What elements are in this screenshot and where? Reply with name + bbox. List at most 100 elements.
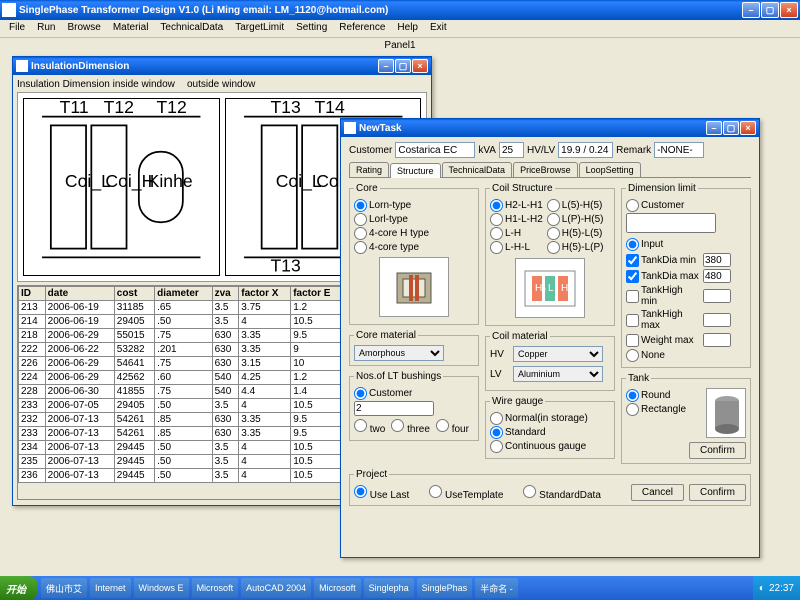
taskbar-item[interactable]: Microsoft <box>192 578 239 598</box>
core-image <box>379 257 449 317</box>
coilstruct-radio[interactable] <box>490 227 503 240</box>
dim-customer-input[interactable] <box>626 213 716 233</box>
tab-loopsetting[interactable]: LoopSetting <box>579 162 641 177</box>
taskbar-item[interactable]: Windows E <box>134 578 189 598</box>
kva-input[interactable] <box>499 142 524 158</box>
menubar: FileRunBrowseMaterialTechnicalDataTarget… <box>0 20 800 38</box>
coilstruct-radio[interactable] <box>547 241 560 254</box>
menu-technicaldata[interactable]: TechnicalData <box>154 20 229 37</box>
dim-value-input[interactable] <box>703 333 731 347</box>
dim-input-radio[interactable] <box>626 238 639 251</box>
dim-check[interactable] <box>626 270 639 283</box>
corematerial-select[interactable]: Amorphous <box>354 345 444 361</box>
tab-structure[interactable]: Structure <box>390 163 441 178</box>
wiregauge-fieldset: Wire gaugeNormal(in storage)StandardCont… <box>485 396 615 459</box>
dim-value-input[interactable] <box>703 253 731 267</box>
tab-rating[interactable]: Rating <box>349 162 389 177</box>
minimize-icon[interactable]: – <box>378 59 394 73</box>
menu-exit[interactable]: Exit <box>424 20 453 37</box>
dim-value-input[interactable] <box>703 289 731 303</box>
menu-help[interactable]: Help <box>391 20 424 37</box>
coilstruct-radio[interactable] <box>490 213 503 226</box>
taskbar-item[interactable]: 半命名 - <box>475 578 518 598</box>
taskbar-item[interactable]: Microsoft <box>314 578 361 598</box>
svg-text:T11: T11 <box>60 99 89 117</box>
coilstruct-radio[interactable] <box>547 213 560 226</box>
taskbar-item[interactable]: 佛山市艾 <box>41 578 87 598</box>
cancel-button[interactable]: Cancel <box>631 484 684 501</box>
customer-input[interactable] <box>395 142 475 158</box>
tank-radio[interactable] <box>626 389 639 402</box>
dimension-fieldset: Dimension limit Customer Input TankDia m… <box>621 183 751 368</box>
maximize-icon[interactable]: ▢ <box>395 59 411 73</box>
tab-pricebrowse[interactable]: PriceBrowse <box>513 162 578 177</box>
systray[interactable]: ◐22:37 <box>753 576 800 600</box>
win2-titlebar[interactable]: NewTask –▢× <box>341 119 759 137</box>
taskbar-item[interactable]: AutoCAD 2004 <box>241 578 311 598</box>
remark-input[interactable] <box>654 142 704 158</box>
core-radio[interactable] <box>354 213 367 226</box>
proj-radio[interactable] <box>354 485 367 498</box>
proj-radio[interactable] <box>429 485 442 498</box>
wire-radio[interactable] <box>490 440 503 453</box>
menu-setting[interactable]: Setting <box>290 20 333 37</box>
tank-confirm-button[interactable]: Confirm <box>689 442 746 459</box>
close-icon[interactable]: × <box>740 121 756 135</box>
svg-text:Coi_L: Coi_L <box>275 171 321 192</box>
dim-none-radio[interactable] <box>626 349 639 362</box>
menu-material[interactable]: Material <box>107 20 155 37</box>
bush-radio[interactable] <box>391 419 404 432</box>
taskbar-item[interactable]: Singlepha <box>364 578 414 598</box>
bush-radio[interactable] <box>436 419 449 432</box>
menu-targetlimit[interactable]: TargetLimit <box>229 20 290 37</box>
menu-run[interactable]: Run <box>31 20 61 37</box>
dim-check[interactable] <box>626 314 639 327</box>
coilstruct-radio[interactable] <box>490 199 503 212</box>
taskbar: 开始 佛山市艾InternetWindows EMicrosoftAutoCAD… <box>0 576 800 600</box>
dim-value-input[interactable] <box>703 313 731 327</box>
project-fieldset: Project Use Last UseTemplate StandardDat… <box>349 469 751 506</box>
proj-radio[interactable] <box>523 485 536 498</box>
taskbar-item[interactable]: Internet <box>90 578 131 598</box>
dim-value-input[interactable] <box>703 269 731 283</box>
coilstruct-radio[interactable] <box>547 227 560 240</box>
wire-radio[interactable] <box>490 412 503 425</box>
menu-file[interactable]: File <box>3 20 31 37</box>
app-title: SinglePhase Transformer Design V1.0 (Li … <box>19 5 742 16</box>
tab-technicaldata[interactable]: TechnicalData <box>442 162 513 177</box>
menu-reference[interactable]: Reference <box>333 20 391 37</box>
maximize-icon[interactable]: ▢ <box>723 121 739 135</box>
win1-titlebar[interactable]: InsulationDimension –▢× <box>13 57 431 75</box>
wire-radio[interactable] <box>490 426 503 439</box>
core-radio[interactable] <box>354 199 367 212</box>
confirm-button[interactable]: Confirm <box>689 484 746 501</box>
coilstruct-radio[interactable] <box>547 199 560 212</box>
start-button[interactable]: 开始 <box>0 576 38 600</box>
minimize-icon[interactable]: – <box>742 2 760 18</box>
dim-check[interactable] <box>626 254 639 267</box>
close-icon[interactable]: × <box>780 2 798 18</box>
bush-customer-radio[interactable] <box>354 387 367 400</box>
menu-browse[interactable]: Browse <box>61 20 106 37</box>
core-radio[interactable] <box>354 227 367 240</box>
tank-radio[interactable] <box>626 403 639 416</box>
hvlv-input[interactable] <box>558 142 613 158</box>
svg-text:T14: T14 <box>314 99 345 117</box>
core-radio[interactable] <box>354 241 367 254</box>
close-icon[interactable]: × <box>412 59 428 73</box>
minimize-icon[interactable]: – <box>706 121 722 135</box>
taskbar-item[interactable]: SinglePhas <box>417 578 473 598</box>
svg-text:T12: T12 <box>156 99 186 117</box>
maximize-icon[interactable]: ▢ <box>761 2 779 18</box>
hv-select[interactable]: Copper <box>513 346 603 362</box>
diagram-inside: Coi_LCoi_HKinheT11T12T12 <box>23 98 220 276</box>
svg-text:T13: T13 <box>270 255 301 275</box>
dim-check[interactable] <box>626 334 639 347</box>
lv-select[interactable]: Aluminium <box>513 366 603 382</box>
outside-label: outside window <box>187 79 255 90</box>
bush-radio[interactable] <box>354 419 367 432</box>
dim-customer-radio[interactable] <box>626 199 639 212</box>
bush-value-input[interactable] <box>354 401 434 416</box>
coilstruct-radio[interactable] <box>490 241 503 254</box>
dim-check[interactable] <box>626 290 639 303</box>
